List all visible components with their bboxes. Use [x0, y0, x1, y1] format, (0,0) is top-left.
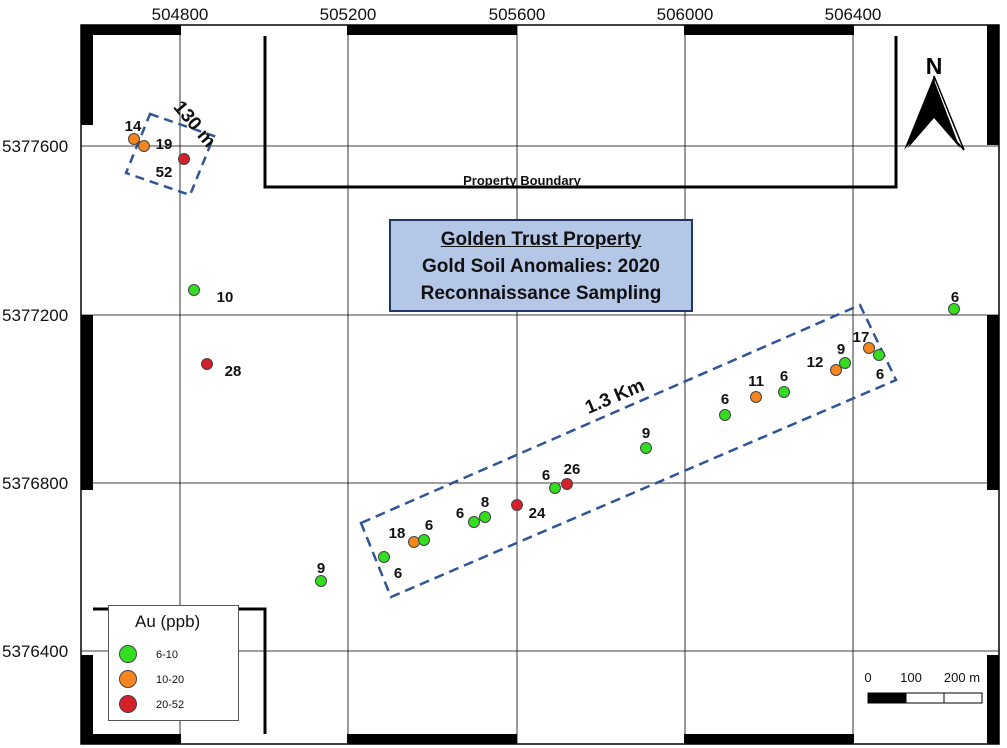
sample-value-label: 6	[876, 366, 884, 383]
legend-swatch	[119, 670, 137, 688]
sample-point	[839, 357, 851, 369]
x-tick-label: 505600	[489, 5, 546, 24]
y-tick-label: 5377200	[2, 306, 68, 325]
north-arrow-icon: N	[904, 53, 965, 151]
scale-label-100: 100	[900, 670, 922, 685]
sample-point	[128, 133, 140, 145]
title-line-2: Gold Soil Anomalies: 2020	[422, 256, 660, 277]
sample-point	[948, 303, 960, 315]
frame-bars	[81, 25, 999, 744]
x-tick-labels: 504800 505200 505600 506000 506400	[152, 5, 882, 24]
x-tick-label: 506000	[657, 5, 714, 24]
y-tick-label: 5376400	[2, 642, 68, 661]
y-tick-labels: 5377600 5377200 5376800 5376400	[2, 137, 68, 661]
sample-value-label: 18	[389, 525, 406, 542]
large-anomaly-zone	[359, 303, 898, 599]
sample-value-label: 9	[317, 560, 325, 577]
title-line-1: Golden Trust Property	[440, 229, 642, 250]
map-title-box: Golden Trust Property Gold Soil Anomalie…	[389, 219, 693, 312]
sample-value-label: 6	[456, 505, 464, 522]
sample-point	[640, 442, 652, 454]
sample-point	[561, 478, 573, 490]
legend-label: 10-20	[156, 674, 185, 686]
sample-value-label: 10	[217, 289, 234, 306]
sample-value-label: 52	[156, 164, 173, 181]
sample-point	[408, 536, 420, 548]
sample-point	[873, 349, 885, 361]
sample-value-label: 8	[481, 494, 489, 511]
sample-point	[188, 284, 200, 296]
sample-value-label: 9	[837, 341, 845, 358]
sample-value-label: 28	[225, 363, 242, 380]
sample-point	[378, 551, 390, 563]
sample-value-label: 6	[394, 565, 402, 582]
legend-swatch	[119, 645, 137, 663]
sample-value-label: 11	[748, 373, 764, 390]
sample-value-label: 6	[721, 391, 729, 408]
small-anomaly-zone	[124, 112, 216, 197]
sample-point	[863, 342, 875, 354]
x-tick-label: 505200	[320, 5, 377, 24]
sample-value-label: 17	[853, 329, 870, 346]
sample-value-label: 14	[125, 118, 142, 135]
north-label: N	[926, 53, 943, 79]
sample-point	[750, 391, 762, 403]
sample-point	[549, 482, 561, 494]
sample-point	[178, 153, 190, 165]
sample-value-label: 6	[425, 517, 433, 534]
sample-value-label: 6	[780, 368, 788, 385]
sample-point	[138, 140, 150, 152]
sample-value-label: 6	[951, 289, 959, 306]
boundary-label: Property Boundary	[463, 173, 582, 188]
scale-label-0: 0	[864, 670, 871, 685]
sample-point	[468, 516, 480, 528]
sample-value-label: 26	[564, 461, 581, 478]
legend-swatch	[119, 695, 137, 713]
sample-point	[479, 511, 491, 523]
sample-value-label: 19	[156, 136, 173, 153]
legend-label: 20-52	[156, 699, 185, 711]
sample-point	[830, 364, 842, 376]
property-boundary	[263, 36, 898, 189]
sample-value-label: 9	[642, 425, 650, 442]
sample-value-label: 24	[529, 505, 546, 522]
sample-point	[201, 358, 213, 370]
title-line-3: Reconnaissance Sampling	[420, 283, 662, 304]
legend-label: 6-10	[156, 649, 179, 661]
sample-point	[719, 409, 731, 421]
y-tick-label: 5376800	[2, 474, 68, 493]
scale-label-200: 200 m	[944, 670, 980, 685]
legend: Au (ppb) 6-10 10-20 20-52	[108, 605, 239, 721]
sample-value-label: 12	[807, 354, 824, 371]
sample-value-label: 6	[542, 467, 550, 484]
sample-point	[315, 575, 327, 587]
x-tick-label: 506400	[825, 5, 882, 24]
sample-point	[511, 499, 523, 511]
legend-title: Au (ppb)	[135, 612, 201, 631]
scale-bar: 0 100 200 m	[864, 670, 983, 704]
x-tick-label: 504800	[152, 5, 209, 24]
sample-point	[778, 386, 790, 398]
y-tick-label: 5377600	[2, 137, 68, 156]
sample-point	[418, 534, 430, 546]
